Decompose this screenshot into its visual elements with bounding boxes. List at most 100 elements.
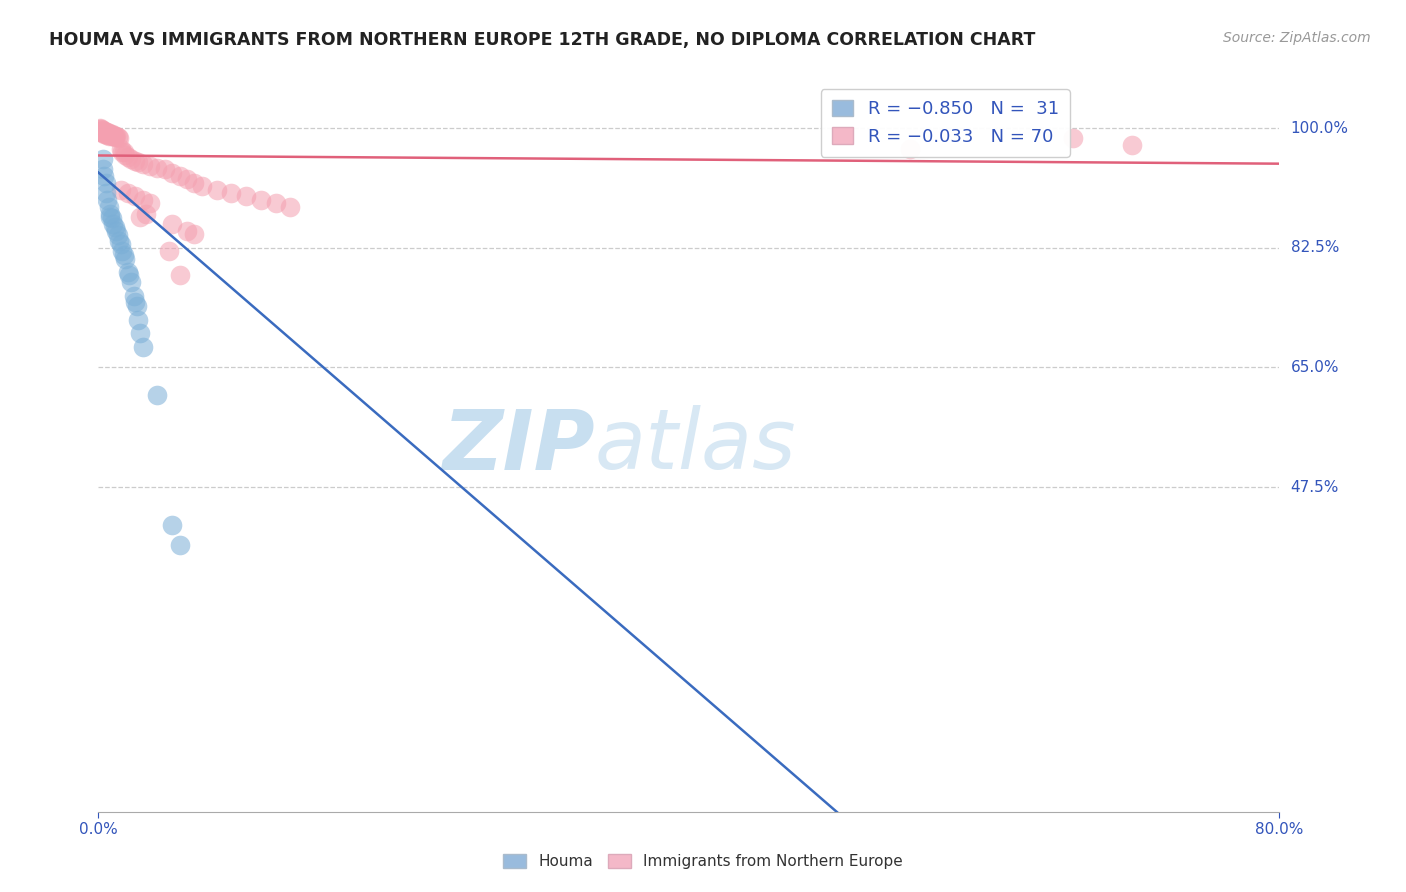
Point (1121, 138, 1143, 153)
Point (93, 127, 115, 141)
Point (98, 127, 121, 141)
Text: ZIP: ZIP (441, 406, 595, 486)
Point (146, 161, 169, 175)
Point (103, 128, 125, 142)
Point (107, 228, 129, 243)
Point (91, 152, 114, 166)
Point (98, 210, 121, 224)
Point (111, 244, 134, 259)
Point (91, 124, 114, 138)
Text: 47.5%: 47.5% (1291, 480, 1339, 494)
Point (125, 299, 148, 313)
Point (105, 224, 128, 238)
Point (117, 186, 139, 200)
Point (264, 196, 287, 211)
Point (96, 128, 118, 142)
Legend: Houma, Immigrants from Northern Europe: Houma, Immigrants from Northern Europe (496, 848, 910, 875)
Point (93, 125, 115, 139)
Point (104, 220, 127, 235)
Point (117, 150, 139, 164)
Point (118, 268, 141, 282)
Point (96, 125, 118, 139)
Point (93, 169, 115, 183)
Text: atlas: atlas (595, 406, 796, 486)
Point (97, 128, 120, 142)
Point (103, 129, 125, 144)
Point (110, 142, 132, 156)
Point (900, 142, 922, 156)
Point (221, 186, 243, 200)
Point (110, 183, 132, 197)
Point (90, 125, 112, 139)
Text: Source: ZipAtlas.com: Source: ZipAtlas.com (1223, 31, 1371, 45)
Point (107, 130, 129, 145)
Point (191, 179, 214, 194)
Point (127, 155, 149, 169)
Point (146, 388, 169, 402)
Point (183, 176, 205, 190)
Point (94, 126, 117, 140)
Text: HOUMA VS IMMIGRANTS FROM NORTHERN EUROPE 12TH GRADE, NO DIPLOMA CORRELATION CHAR: HOUMA VS IMMIGRANTS FROM NORTHERN EUROPE… (49, 31, 1036, 49)
Point (91, 162, 114, 177)
Point (89, 121, 111, 136)
Point (97, 200, 120, 214)
Point (89, 124, 111, 138)
Point (132, 156, 155, 170)
Point (114, 252, 136, 267)
Point (120, 152, 142, 166)
Point (135, 206, 157, 220)
Point (105, 129, 128, 144)
Point (93, 124, 115, 138)
Point (132, 340, 155, 354)
Point (157, 244, 180, 259)
Point (120, 275, 142, 289)
Point (128, 326, 150, 341)
Point (94, 176, 117, 190)
Point (97, 126, 120, 140)
Point (139, 159, 162, 173)
Point (100, 128, 122, 143)
Point (153, 162, 176, 177)
Point (1062, 131, 1084, 145)
Point (250, 193, 273, 207)
Point (90, 124, 112, 138)
Point (94, 128, 117, 142)
Point (280, 200, 302, 214)
Point (103, 217, 125, 231)
Point (97, 128, 120, 143)
Point (111, 145, 134, 159)
Point (110, 237, 132, 252)
Legend: R = −0.850   N =  31, R = −0.033   N = 70: R = −0.850 N = 31, R = −0.033 N = 70 (821, 89, 1070, 156)
Point (104, 130, 127, 145)
Point (98, 128, 121, 142)
Point (104, 128, 127, 143)
Point (96, 193, 118, 207)
Point (112, 145, 135, 159)
Text: 100.0%: 100.0% (1291, 120, 1348, 136)
Point (100, 211, 122, 226)
Point (91, 126, 114, 140)
Point (91, 123, 114, 137)
Point (169, 169, 191, 183)
Point (139, 196, 162, 211)
Point (124, 189, 146, 203)
Point (94, 124, 117, 138)
Point (128, 210, 150, 224)
Point (127, 312, 149, 326)
Point (176, 172, 198, 186)
Point (98, 206, 121, 220)
Point (117, 265, 139, 279)
Point (94, 186, 117, 200)
Point (114, 148, 136, 162)
Point (169, 268, 191, 282)
Point (96, 127, 118, 141)
Point (235, 189, 257, 203)
Point (169, 538, 191, 552)
Point (162, 165, 183, 179)
Text: 82.5%: 82.5% (1291, 240, 1339, 255)
Point (89, 122, 111, 136)
Point (108, 234, 131, 248)
Point (90, 122, 112, 136)
Point (122, 288, 145, 302)
Point (205, 183, 228, 197)
